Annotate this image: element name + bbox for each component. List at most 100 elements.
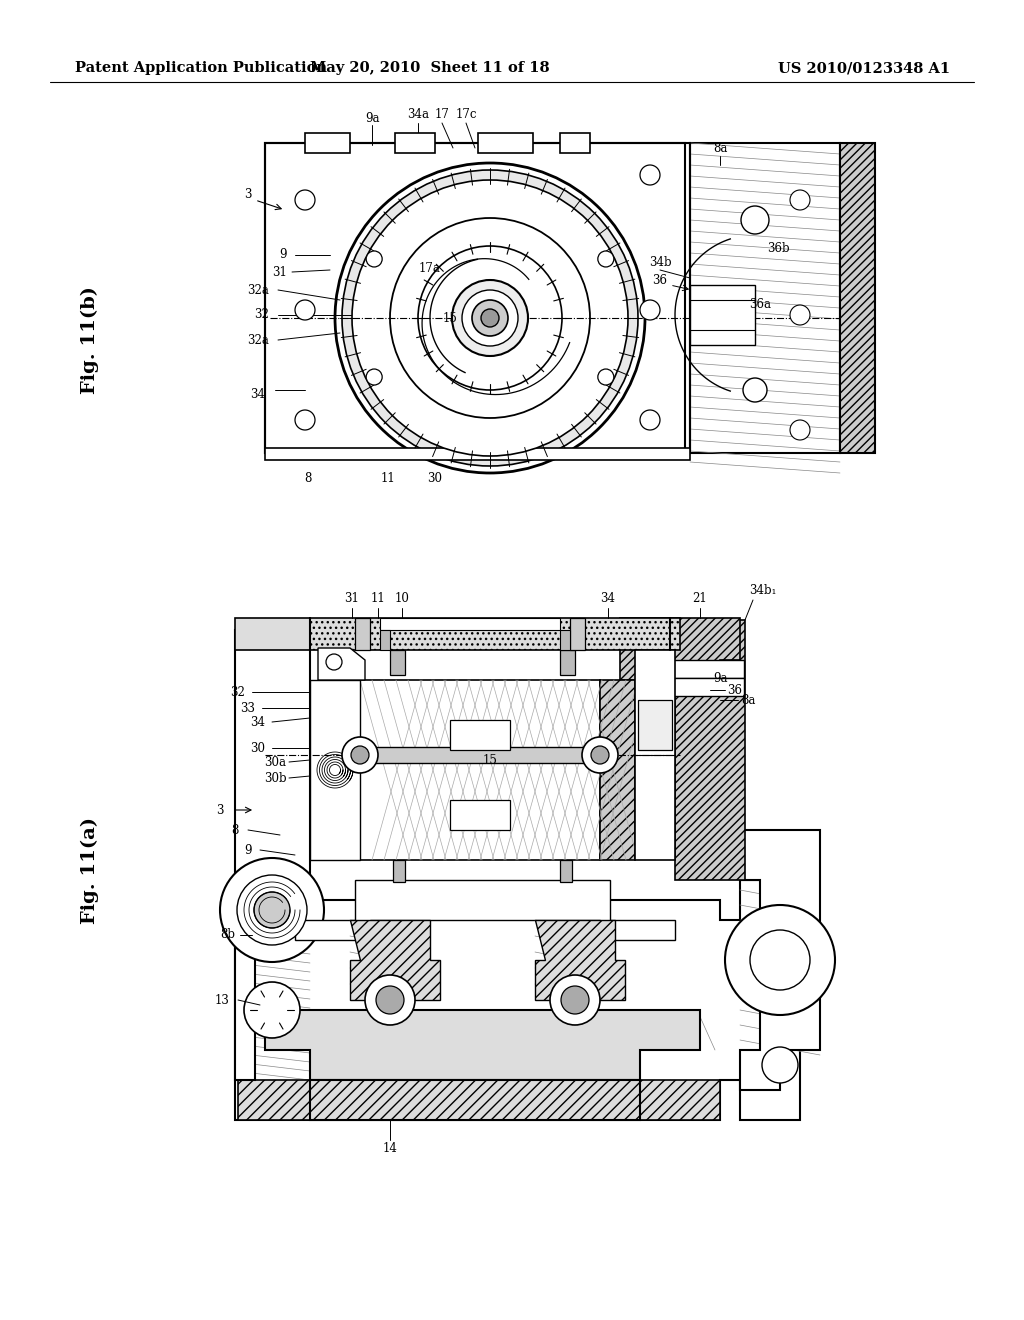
Polygon shape (318, 648, 365, 680)
Text: 32: 32 (255, 309, 269, 322)
Circle shape (561, 986, 589, 1014)
Circle shape (352, 180, 628, 455)
Circle shape (390, 218, 590, 418)
Text: 11: 11 (371, 591, 385, 605)
Text: 36a: 36a (749, 298, 771, 312)
Polygon shape (740, 830, 820, 1090)
Text: 30b: 30b (264, 771, 287, 784)
Polygon shape (350, 920, 440, 1001)
Text: 34b₁: 34b₁ (750, 583, 776, 597)
Polygon shape (234, 630, 310, 1080)
Bar (265, 143, 685, 453)
Circle shape (640, 165, 660, 185)
Polygon shape (265, 1010, 700, 1080)
Circle shape (452, 280, 528, 356)
Polygon shape (535, 920, 625, 1001)
Circle shape (762, 1047, 798, 1082)
Circle shape (790, 305, 810, 325)
Circle shape (367, 251, 382, 267)
Bar (570, 618, 585, 649)
Text: 17: 17 (434, 108, 450, 121)
Circle shape (237, 875, 307, 945)
Text: 8: 8 (231, 824, 239, 837)
Bar (390, 649, 406, 675)
Text: 9a: 9a (713, 672, 727, 685)
Text: 34: 34 (600, 591, 615, 605)
Text: 30: 30 (251, 742, 265, 755)
Text: 13: 13 (215, 994, 229, 1006)
Bar (380, 630, 390, 649)
Text: 3: 3 (216, 804, 224, 817)
Circle shape (598, 251, 613, 267)
Bar (560, 133, 590, 153)
Circle shape (295, 190, 315, 210)
Text: 36: 36 (652, 273, 668, 286)
Text: 10: 10 (394, 591, 410, 605)
Polygon shape (234, 618, 310, 649)
Bar (360, 747, 600, 763)
Text: 15: 15 (442, 312, 458, 325)
Bar (672, 678, 744, 696)
Text: 8b: 8b (220, 928, 236, 941)
Polygon shape (234, 880, 800, 1119)
Circle shape (462, 290, 518, 346)
Polygon shape (310, 618, 680, 649)
Text: 21: 21 (692, 591, 708, 605)
Text: 9: 9 (245, 843, 252, 857)
Text: 36b: 36b (767, 242, 790, 255)
Text: 34a: 34a (407, 108, 429, 121)
Text: 8: 8 (304, 471, 311, 484)
Bar (265, 143, 690, 453)
Polygon shape (330, 680, 360, 861)
Bar (450, 719, 510, 750)
Bar (395, 133, 435, 153)
Text: 8a: 8a (740, 693, 755, 706)
Text: 31: 31 (272, 265, 288, 279)
Text: 17a: 17a (419, 261, 441, 275)
Text: 32a: 32a (247, 334, 269, 346)
Circle shape (376, 986, 404, 1014)
Circle shape (295, 411, 315, 430)
Text: 33: 33 (241, 701, 256, 714)
Text: May 20, 2010  Sheet 11 of 18: May 20, 2010 Sheet 11 of 18 (310, 61, 550, 75)
Bar (310, 680, 360, 861)
Polygon shape (295, 880, 675, 940)
Bar (560, 649, 575, 675)
Text: 34: 34 (251, 388, 265, 401)
Bar (478, 133, 534, 153)
Circle shape (741, 206, 769, 234)
Circle shape (351, 746, 369, 764)
Text: 11: 11 (381, 471, 395, 484)
Text: Fig. 11(b): Fig. 11(b) (81, 286, 99, 393)
Text: 36: 36 (727, 684, 742, 697)
Text: 14: 14 (383, 1142, 397, 1155)
Circle shape (326, 653, 342, 671)
Circle shape (550, 975, 600, 1026)
Text: 32: 32 (230, 685, 246, 698)
Circle shape (254, 892, 290, 928)
Circle shape (725, 906, 835, 1015)
Polygon shape (620, 618, 740, 680)
Circle shape (582, 737, 618, 774)
Text: 34: 34 (251, 715, 265, 729)
Circle shape (591, 746, 609, 764)
Text: US 2010/0123348 A1: US 2010/0123348 A1 (778, 61, 950, 75)
Text: 30a: 30a (264, 755, 286, 768)
Circle shape (481, 309, 499, 327)
Circle shape (598, 370, 613, 385)
Text: 32a: 32a (247, 284, 269, 297)
Circle shape (640, 300, 660, 319)
Polygon shape (690, 143, 840, 453)
Bar (560, 630, 570, 649)
Circle shape (790, 420, 810, 440)
Circle shape (244, 982, 300, 1038)
Circle shape (750, 931, 810, 990)
Polygon shape (310, 1080, 640, 1119)
Circle shape (295, 300, 315, 319)
Circle shape (342, 170, 638, 466)
Circle shape (367, 370, 382, 385)
Bar (672, 660, 744, 678)
Polygon shape (638, 700, 672, 750)
Circle shape (743, 378, 767, 403)
Circle shape (335, 162, 645, 473)
